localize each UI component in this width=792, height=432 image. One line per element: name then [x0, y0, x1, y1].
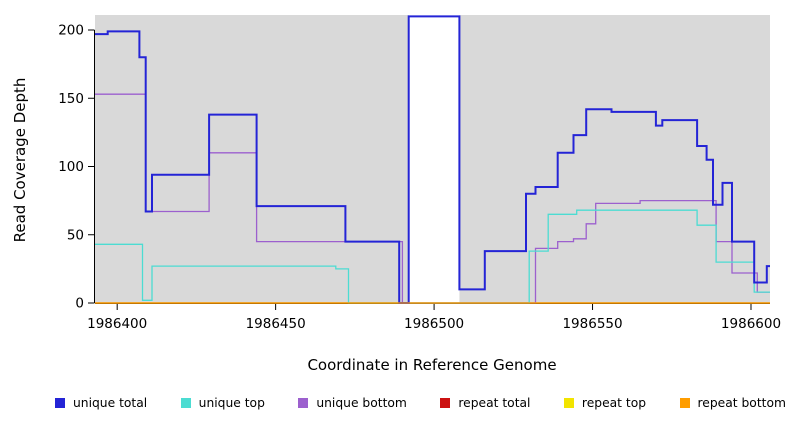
- legend-item-unique-bottom: unique bottom: [298, 396, 407, 410]
- plot-layers: 1986400 1986450 1986500 1986550 1986600 0 50 10…: [58, 15, 781, 332]
- series-line-unique-top: [95, 209, 770, 304]
- legend-swatch-icon: [298, 398, 309, 408]
- legend-item-repeat-total: repeat total: [440, 396, 530, 410]
- plot-svg: 1986400 1986450 1986500 1986550 1986600 0 50 10…: [11, 15, 781, 374]
- series-line-unique-total: [95, 15, 770, 304]
- x-tick-label: 1986500: [404, 316, 464, 332]
- chart-legend: unique total unique top unique bottom repea…: [0, 396, 792, 410]
- y-axis-title: Read Coverage Depth: [11, 78, 29, 243]
- legend-label: unique top: [198, 396, 265, 410]
- legend-swatch-icon: [679, 398, 690, 408]
- y-tick-label: 200: [58, 23, 84, 39]
- legend-swatch-icon: [563, 398, 574, 408]
- legend-label: repeat total: [458, 396, 531, 410]
- legend-swatch-icon: [440, 398, 451, 408]
- legend-item-unique-total: unique total: [55, 396, 147, 410]
- y-tick-label: 0: [75, 296, 84, 312]
- legend-item-repeat-top: repeat top: [563, 396, 647, 410]
- x-tick-label: 1986450: [246, 316, 306, 332]
- legend-swatch-icon: [180, 398, 191, 408]
- y-tick-label: 100: [58, 159, 84, 175]
- legend-item-unique-top: unique top: [180, 396, 265, 410]
- x-tick-label: 1986400: [87, 316, 147, 332]
- legend-label: repeat top: [581, 396, 647, 410]
- y-tick-label: 50: [67, 227, 84, 243]
- x-tick-label: 1986550: [562, 316, 622, 332]
- legend-item-repeat-bottom: repeat bottom: [679, 396, 786, 410]
- x-tick-label: 1986600: [721, 316, 781, 332]
- legend-label: repeat bottom: [697, 396, 786, 410]
- legend-label: unique bottom: [316, 396, 407, 410]
- legend-swatch-icon: [55, 398, 65, 408]
- no-data-gap: [408, 15, 460, 303]
- legend-label: unique total: [73, 396, 148, 410]
- x-axis-title: Coordinate in Reference Genome: [307, 356, 556, 374]
- y-tick-label: 150: [58, 91, 84, 107]
- series-line-unique-bottom: [95, 93, 770, 304]
